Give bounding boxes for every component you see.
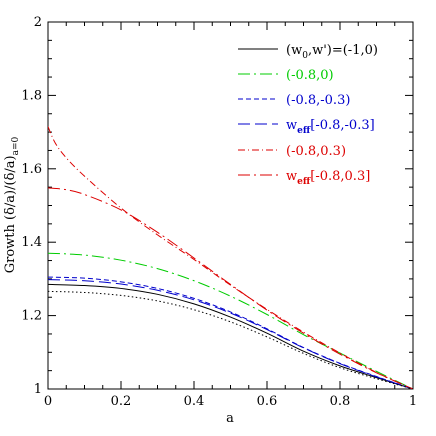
legend-label-main: w [286,118,297,133]
legend-header-part: (w [286,43,302,58]
legend-label-5: weff[-0.8,0.3] [286,169,370,187]
legend: (w0,w')=(-1,0)(-0.8,0)(-0.8,-0.3)weff[-0… [238,43,378,187]
series-line-3 [48,279,413,389]
y-tick-label: 1.6 [21,162,42,177]
series-line-2 [48,276,413,389]
legend-label-subscript: eff [297,126,311,136]
series-line-4 [48,126,413,389]
y-tick-label: 2 [34,15,42,30]
legend-label-1: (-0.8,0) [286,68,334,83]
series-line-6 [48,290,413,389]
legend-header-label: (w0,w')=(-1,0) [286,43,378,61]
series-line-1 [48,252,413,389]
legend-label-4: (-0.8,0.3) [286,144,346,159]
legend-label-3: weff[-0.8,-0.3] [286,118,375,136]
x-tick-label: 0.4 [184,394,205,409]
x-tick-label: 0.8 [330,394,351,409]
x-axis-title: a [226,411,234,426]
legend-label-rest: [-0.8,-0.3] [310,118,374,133]
series-line-0 [48,283,413,389]
y-axis-title: Growth (δ/a)/(δ/a)a=0 [3,136,21,273]
x-tick-label: 1 [409,394,417,409]
y-tick-label: 1.2 [21,309,42,324]
axis-ticks [47,21,414,390]
axis-tick-labels: 0 0.2 0.4 0.6 0.8 1 1 1.2 1.4 1.6 1.8 2 [21,15,417,409]
x-tick-label: 0 [44,394,52,409]
series-line-5 [48,187,413,389]
legend-label-main: w [286,169,297,184]
y-tick-label: 1 [34,382,42,397]
y-tick-label: 1.4 [21,235,42,250]
y-axis-title-main: Growth (δ/a)/(δ/a) [3,155,18,273]
plot-frame [47,21,414,390]
y-axis-title-subscript: a=0 [11,136,21,155]
legend-label-subscript: eff [297,177,311,187]
series-lines [48,126,413,389]
x-tick-label: 0.6 [257,394,278,409]
legend-label-rest: [-0.8,0.3] [310,169,370,184]
legend-label-2: (-0.8,-0.3) [286,93,350,108]
y-tick-label: 1.8 [21,88,42,103]
legend-header-subscript: 0 [302,51,308,61]
x-tick-label: 0.2 [111,394,132,409]
legend-header-rest: ,w')=(-1,0) [308,43,378,58]
